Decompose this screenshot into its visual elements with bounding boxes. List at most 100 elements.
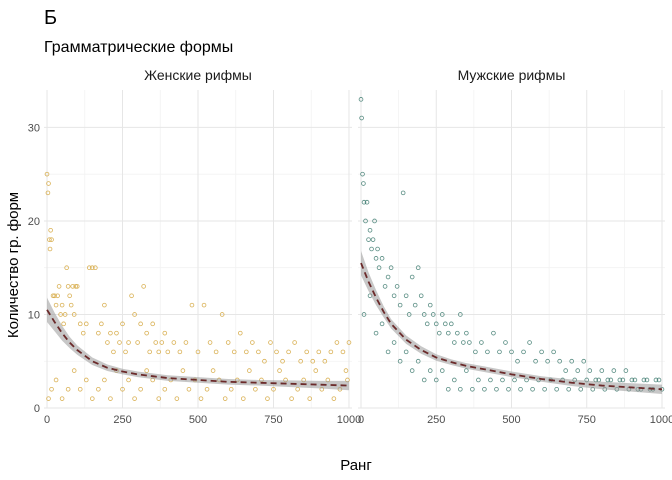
data-point [554,386,559,392]
data-point [231,349,237,355]
data-point [44,171,50,177]
data-point [244,349,249,355]
x-tick-label: 250 [427,414,445,426]
data-point [71,312,77,317]
data-point [304,349,310,355]
data-point [108,330,113,336]
data-point [90,396,95,401]
data-point [467,340,472,345]
data-point [120,321,125,327]
data-point [70,284,75,289]
data-point [358,97,364,102]
data-point [397,302,403,308]
data-point [219,312,225,317]
panel-strip-label: Женские рифмы [144,67,252,83]
data-point [373,330,379,336]
data-point [310,358,316,364]
data-point [250,340,255,345]
data-point [581,358,587,364]
data-point [391,293,397,299]
data-point [177,349,183,355]
data-point [566,386,571,392]
data-point [424,321,430,327]
panel-1: Женские рифмы 0 250 500 750 1000 [44,67,361,426]
data-point [47,237,52,242]
data-point [569,358,574,364]
data-point [222,396,228,401]
data-point [439,368,445,373]
data-point [340,349,346,355]
data-point [369,246,374,252]
data-point [237,330,243,336]
data-point [96,386,101,392]
data-point [189,302,195,308]
data-point [45,190,51,196]
trend-line [360,262,663,391]
data-point [445,330,451,336]
data-point [449,321,454,327]
data-point [83,377,89,383]
x-tick-label: 250 [113,414,131,426]
data-point [509,349,514,355]
data-point [144,330,149,336]
data-point [240,396,246,401]
data-point [427,302,433,308]
data-point [363,218,368,224]
data-point [59,302,65,308]
data-point [409,368,415,373]
data-point [83,321,89,327]
data-point [379,256,385,261]
data-point [123,349,128,355]
data-point [126,377,131,383]
chart-title: Б [44,7,57,29]
data-point [461,340,466,345]
data-point [494,386,499,392]
data-point [442,321,448,327]
data-point [147,349,152,355]
data-point [289,396,294,401]
data-point [373,256,379,261]
data-point [156,396,162,401]
data-point [73,284,79,289]
data-point [307,396,313,401]
data-point [458,386,463,392]
data-point [156,349,162,355]
data-point [656,377,662,383]
data-point [542,386,547,392]
data-point [476,377,481,383]
data-point [409,274,415,280]
data-point [343,368,349,373]
data-point [47,246,53,252]
x-tick-label: 1000 [650,414,672,426]
data-point [629,377,635,383]
data-point [608,377,614,383]
data-point [62,312,68,317]
data-point [500,377,505,383]
data-point [61,321,66,327]
data-point [611,368,617,373]
data-point [80,330,86,336]
data-point [485,349,490,355]
data-point [55,293,60,299]
data-point [512,377,517,383]
data-point [58,312,63,317]
data-point [361,199,367,205]
data-point [578,386,584,392]
data-point [400,190,406,196]
data-point [482,386,487,392]
data-point [403,349,409,355]
data-point [59,396,65,401]
data-point [458,312,463,317]
trend-line [46,309,350,387]
panel-2: Мужские рифмы 0 250 500 750 1000 [358,67,672,426]
data-point [56,284,62,289]
data-point [452,340,457,345]
data-point [515,358,520,364]
data-point [644,377,650,383]
trend-confidence-band [47,297,349,391]
x-tick-label: 750 [264,414,282,426]
data-point [65,386,71,392]
y-tick-label: 0 [34,403,40,415]
data-point [114,330,119,336]
